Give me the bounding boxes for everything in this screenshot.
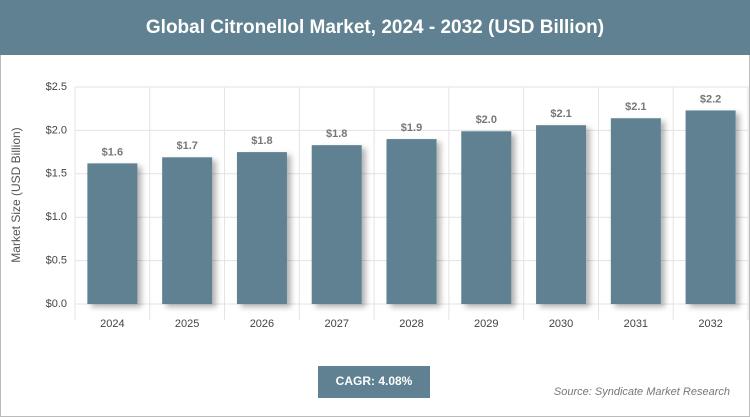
x-tick-label: 2025 [175, 318, 199, 330]
x-tick-label: 2030 [549, 318, 573, 330]
y-tick-label: $0.5 [46, 255, 67, 267]
value-label: $2.2 [700, 93, 721, 105]
y-tick-label: $1.5 [46, 168, 67, 180]
y-tick-label: $2.5 [46, 81, 67, 93]
value-label: $2.1 [550, 108, 571, 120]
bar [461, 131, 512, 304]
x-tick-label: 2024 [100, 318, 124, 330]
value-label: $1.7 [176, 140, 197, 152]
chart-title: Global Citronellol Market, 2024 - 2032 (… [146, 17, 604, 38]
value-label: $2.0 [476, 114, 497, 126]
y-tick-label: $2.0 [46, 124, 67, 136]
value-label: $1.6 [102, 146, 123, 158]
cagr-label: CAGR: 4.08% [336, 374, 413, 388]
x-tick-label: 2032 [698, 318, 722, 330]
x-tick-label: 2031 [624, 318, 648, 330]
value-label: $2.1 [625, 101, 646, 113]
bar [685, 110, 736, 304]
source: Source: Syndicate Market Research [554, 386, 730, 398]
value-label: $1.8 [326, 128, 347, 140]
y-axis-label: Market Size (USD Billion) [9, 127, 23, 262]
bar [236, 152, 287, 304]
header [0, 0, 750, 55]
bar [87, 163, 138, 304]
bar [311, 145, 362, 304]
x-tick-label: 2029 [474, 318, 498, 330]
x-tick-label: 2027 [324, 318, 348, 330]
x-tick-label: 2026 [250, 318, 274, 330]
bar [162, 157, 213, 304]
y-tick-label: $0.0 [46, 298, 67, 310]
x-tick-label: 2028 [399, 318, 423, 330]
bar [386, 139, 437, 304]
cagr-box [318, 366, 430, 398]
bar [610, 118, 661, 304]
value-label: $1.9 [401, 122, 422, 134]
y-tick-label: $1.0 [46, 211, 67, 223]
value-label: $1.8 [251, 135, 272, 147]
bar [536, 125, 587, 304]
